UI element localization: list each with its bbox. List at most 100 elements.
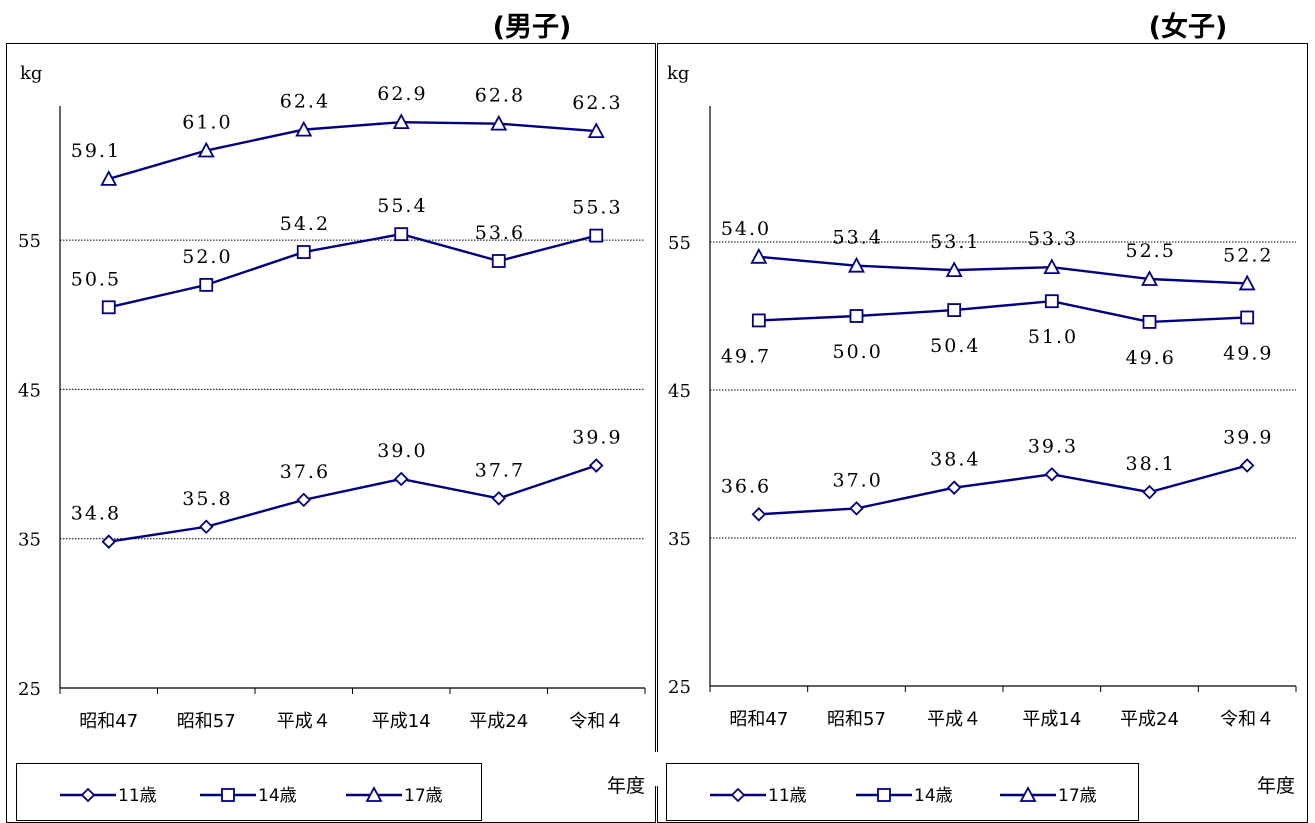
data-label: 39.3	[1028, 435, 1078, 457]
triangle-marker	[750, 247, 768, 264]
data-label: 49.9	[1223, 342, 1273, 364]
y-tick-label: 25	[668, 677, 691, 698]
data-label: 37.7	[475, 459, 525, 481]
data-label: 50.5	[71, 268, 121, 290]
male-legend-item-14: 14歳	[200, 786, 297, 806]
triangle-marker	[847, 256, 866, 273]
triangle-marker	[295, 120, 313, 137]
data-label: 34.8	[71, 503, 121, 525]
x-tick-label: 令和４	[569, 711, 623, 732]
data-label: 52.2	[1223, 244, 1273, 266]
square-marker	[947, 303, 962, 317]
series-line-11歳	[758, 464, 1248, 516]
data-label: 35.8	[182, 488, 232, 510]
diamond-marker	[393, 471, 409, 487]
triangle-marker	[197, 141, 215, 158]
male-y-unit: kg	[20, 63, 42, 84]
x-tick-label: 昭和57	[177, 711, 236, 732]
diamond-marker	[1142, 484, 1157, 500]
triangle-marker	[1043, 258, 1061, 275]
diamond-marker	[101, 534, 117, 549]
x-tick-label: 平成４	[277, 711, 331, 732]
square-marker	[491, 254, 506, 268]
male-x-axis-title: 年度	[607, 775, 645, 797]
data-label: 55.3	[572, 197, 622, 219]
x-tick-label: 令和４	[1220, 709, 1274, 730]
series-line-17歳	[108, 120, 597, 181]
y-tick-label: 25	[18, 679, 41, 700]
square-marker	[101, 300, 116, 315]
data-label: 61.0	[182, 112, 232, 134]
x-tick-label: 平成24	[469, 711, 528, 732]
male-legend-box	[16, 763, 482, 821]
data-label: 38.1	[1126, 453, 1176, 475]
diamond-marker-icon	[80, 787, 96, 803]
data-label: 37.6	[280, 461, 330, 483]
data-label: 39.9	[1223, 426, 1273, 448]
triangle-marker	[945, 261, 963, 278]
data-label: 49.7	[721, 345, 771, 367]
female-chart-title: (女子)	[1149, 11, 1228, 43]
diamond-marker	[1239, 458, 1255, 473]
data-label: 62.4	[280, 91, 330, 113]
triangle-marker	[1238, 274, 1256, 291]
data-label: 49.6	[1126, 347, 1176, 369]
female-legend-item-11: 11歳	[710, 786, 807, 806]
y-tick-label: 55	[668, 233, 691, 254]
female-legend-label-14: 14歳	[914, 786, 953, 806]
male-legend-label-11: 11歳	[118, 786, 157, 806]
diamond-marker-icon	[730, 787, 746, 803]
triangle-marker-icon	[1019, 786, 1037, 802]
triangle-marker	[490, 114, 508, 131]
x-tick-label: 昭和47	[79, 711, 138, 732]
female-y-unit: kg	[667, 63, 689, 84]
data-label: 53.6	[475, 222, 525, 244]
data-label: 51.0	[1028, 326, 1078, 348]
diamond-marker	[198, 519, 214, 535]
female-panel-frame	[657, 43, 1308, 823]
square-marker	[296, 245, 311, 259]
data-label: 52.5	[1126, 240, 1176, 262]
data-label: 54.0	[721, 218, 771, 240]
x-tick-label: 昭和57	[827, 709, 886, 730]
data-label: 52.0	[182, 246, 232, 268]
square-marker	[199, 277, 214, 292]
data-label: 50.4	[930, 335, 980, 357]
diamond-marker	[751, 507, 767, 522]
male-legend-label-14: 14歳	[258, 786, 297, 806]
data-label: 62.3	[572, 92, 622, 114]
diamond-marker	[946, 480, 962, 495]
square-marker	[1044, 294, 1059, 309]
data-label: 62.8	[475, 85, 525, 107]
x-tick-label: 平成14	[1022, 709, 1081, 730]
data-label: 53.1	[930, 231, 980, 253]
square-marker	[394, 227, 409, 242]
series-line-17歳	[758, 255, 1248, 285]
diamond-marker	[296, 492, 312, 508]
square-marker-icon	[877, 788, 891, 802]
data-label: 59.1	[71, 140, 121, 162]
data-label: 50.0	[833, 341, 883, 363]
female-x-axis-title: 年度	[1257, 775, 1295, 797]
square-marker	[1142, 315, 1157, 329]
y-tick-label: 55	[18, 231, 41, 252]
x-tick-label: 昭和47	[729, 709, 788, 730]
diamond-marker	[588, 458, 604, 473]
triangle-marker	[587, 122, 605, 139]
male-legend-item-11: 11歳	[60, 786, 157, 806]
female-legend-box	[666, 763, 1139, 821]
diamond-marker	[849, 501, 864, 516]
male-panel-gap-mask	[652, 752, 660, 786]
data-label: 53.3	[1028, 228, 1078, 250]
series-line-14歳	[758, 299, 1248, 324]
x-tick-label: 平成４	[927, 709, 981, 730]
x-tick-label: 平成14	[372, 711, 431, 732]
data-label: 38.4	[930, 449, 980, 471]
y-tick-label: 45	[18, 380, 41, 401]
y-tick-label: 45	[668, 381, 691, 402]
female-legend-label-17: 17歳	[1058, 786, 1097, 806]
data-label: 53.4	[833, 227, 883, 249]
series-line-14歳	[108, 232, 597, 309]
data-label: 62.9	[377, 83, 427, 105]
